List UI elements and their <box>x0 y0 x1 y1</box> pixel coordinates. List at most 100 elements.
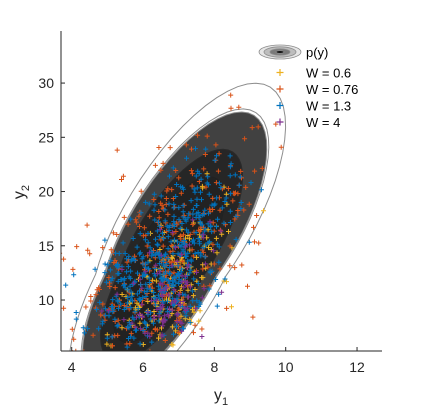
data-point <box>160 282 166 288</box>
data-point <box>129 293 135 299</box>
data-point <box>135 306 141 312</box>
data-point <box>195 210 201 215</box>
data-point <box>116 305 121 311</box>
data-point <box>154 297 160 303</box>
data-point <box>210 220 216 226</box>
data-point <box>112 285 118 291</box>
data-point <box>88 298 94 304</box>
data-point <box>239 262 245 268</box>
data-point <box>195 236 201 242</box>
data-point <box>125 264 131 270</box>
data-point <box>116 251 122 256</box>
data-point <box>238 200 244 205</box>
data-point <box>204 180 210 186</box>
scatter-points <box>44 92 284 353</box>
data-point <box>180 214 186 220</box>
data-point <box>198 176 204 182</box>
x-tick-label: 12 <box>349 359 365 375</box>
data-point <box>197 213 203 219</box>
data-point <box>167 259 173 265</box>
data-point <box>106 275 112 280</box>
data-point <box>131 335 137 341</box>
data-point <box>119 325 125 331</box>
data-point <box>73 348 79 351</box>
data-point <box>190 206 196 212</box>
data-point <box>188 198 194 204</box>
data-point <box>174 182 180 187</box>
data-point <box>214 153 219 159</box>
data-point <box>183 142 189 148</box>
data-point <box>209 229 215 235</box>
data-point <box>194 270 199 275</box>
data-point <box>193 203 199 208</box>
data-point <box>160 160 166 166</box>
data-point <box>147 280 153 285</box>
data-point <box>179 266 185 272</box>
data-point <box>134 244 140 250</box>
data-point <box>85 326 91 332</box>
data-point <box>55 348 60 353</box>
data-point <box>128 331 134 337</box>
data-point <box>199 247 205 253</box>
data-point <box>183 313 189 319</box>
data-point <box>180 186 186 192</box>
data-point <box>119 292 125 297</box>
data-point <box>159 302 165 307</box>
data-point <box>153 278 159 284</box>
data-point <box>184 265 190 271</box>
data-point <box>179 273 185 279</box>
data-point <box>147 333 153 339</box>
data-point <box>180 299 186 304</box>
data-point <box>162 218 168 224</box>
data-point <box>165 268 171 274</box>
y-tick-label: 30 <box>38 75 54 91</box>
data-point <box>227 243 233 249</box>
data-point <box>227 220 233 225</box>
data-point <box>196 227 202 233</box>
data-point <box>190 298 196 304</box>
data-point <box>202 261 208 267</box>
data-point <box>165 298 170 304</box>
data-point <box>110 343 115 349</box>
legend-marker <box>276 85 284 93</box>
data-point <box>157 296 163 302</box>
data-point <box>201 211 207 217</box>
data-point <box>92 266 98 272</box>
data-point <box>214 241 220 247</box>
density-contours <box>69 82 287 351</box>
data-point <box>192 251 198 257</box>
data-point <box>115 317 121 323</box>
data-point <box>217 207 223 213</box>
data-point <box>199 197 204 203</box>
data-point <box>177 242 183 248</box>
data-point <box>193 215 199 220</box>
data-point <box>121 317 127 323</box>
data-point <box>114 232 120 237</box>
data-point <box>115 271 121 277</box>
data-point <box>165 256 171 262</box>
data-point <box>94 306 100 312</box>
data-point <box>245 283 250 289</box>
data-point <box>120 173 126 179</box>
data-point <box>156 145 162 150</box>
data-point <box>139 285 145 291</box>
data-point <box>118 277 124 282</box>
data-point <box>88 294 94 299</box>
data-point <box>103 350 104 351</box>
data-point <box>176 271 182 277</box>
data-point <box>105 262 111 268</box>
data-point <box>202 207 208 213</box>
data-point <box>192 287 198 292</box>
data-point <box>44 274 49 279</box>
data-point <box>256 240 262 246</box>
data-point <box>189 183 195 189</box>
data-point <box>194 196 200 202</box>
data-point <box>183 253 189 259</box>
data-point <box>206 245 211 251</box>
data-point <box>176 292 182 297</box>
data-point <box>187 320 193 326</box>
legend: p(y) W = 0.6W = 0.76 W = 1.3W = 4 <box>258 44 358 130</box>
data-point <box>174 319 180 325</box>
data-point <box>228 105 234 111</box>
